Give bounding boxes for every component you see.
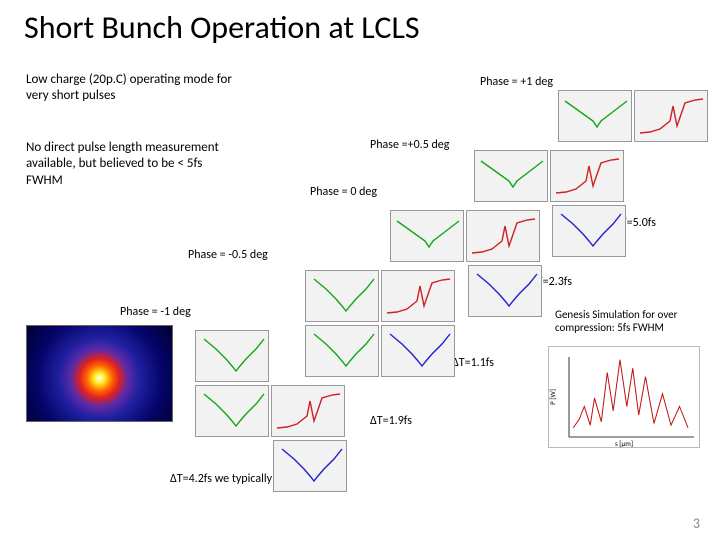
plot-pair-m05 [305,270,455,322]
svg-text:s [μm]: s [μm] [615,439,633,447]
dt-label-11: ΔT=1.1fs [452,356,494,370]
slide-root: Short Bunch Operation at LCLS Low charge… [0,0,720,540]
dt-label-19: ΔT=1.9fs [370,414,412,428]
genesis-plot: s [μm] P [W] [548,346,700,448]
phase-label-plus1: Phase = +1 deg [480,75,553,89]
slide-title: Short Bunch Operation at LCLS [24,8,420,47]
intro-text-1: Low charge (20p.C) operating mode for ve… [26,72,236,105]
plot-green-p1 [558,90,632,142]
plot-pair-p05 [474,150,624,202]
heatmap-image [26,325,173,422]
phase-label-plus05: Phase =+0.5 deg [370,138,449,152]
phase-label-0: Phase = 0 deg [310,185,377,199]
plot-blue-p05 [552,205,626,257]
plot-pair-p0 [390,210,540,262]
plot-red-m1 [271,385,345,437]
plot-red-p0 [466,210,540,262]
plot-pair-m05-b [305,325,455,377]
svg-text:P [W]: P [W] [549,389,557,405]
genesis-caption: Genesis Simulation for over compression:… [555,308,715,334]
plot-red-p1 [634,90,708,142]
plot-red-m05 [381,270,455,322]
plot-blue-p0 [468,265,542,317]
plot-green-m05-2 [305,325,379,377]
phase-label-minus05: Phase = -0.5 deg [188,248,268,262]
plot-green-m1 [195,330,269,382]
plot-pair-m1-b [195,385,345,437]
plot-green-m1-2 [195,385,269,437]
plot-pair-p1 [558,90,708,142]
plot-green-p0 [390,210,464,262]
plot-blue-m1 [273,440,347,492]
page-number: 3 [693,515,700,532]
plot-blue-m05 [381,325,455,377]
phase-label-minus1: Phase = -1 deg [120,305,191,319]
plot-green-p05 [474,150,548,202]
plot-red-p05 [550,150,624,202]
plot-green-m05 [305,270,379,322]
intro-text-2: No direct pulse length measurement avail… [26,140,236,189]
plot-pair-m1 [195,330,269,382]
